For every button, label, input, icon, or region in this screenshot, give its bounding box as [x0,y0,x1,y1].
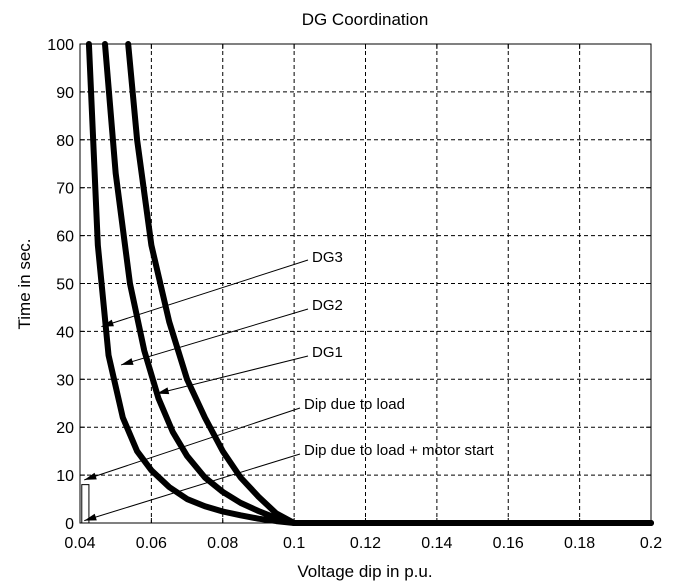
x-tick-label: 0.16 [493,535,524,552]
annotation-arrowhead [121,358,133,365]
y-tick-label: 60 [56,229,74,246]
annotation-label: DG3 [312,249,343,266]
annotation-arrowhead [84,473,96,480]
y-axis-title: Time in sec. [15,238,34,329]
y-tick-label: 100 [47,37,74,54]
annotation-label: Dip due to load [304,396,405,413]
x-tick-label: 0.12 [350,535,381,552]
x-tick-label: 0.04 [64,535,95,552]
annotation-label: Dip due to load + motor start [304,442,495,459]
x-tick-label: 0.2 [640,535,662,552]
y-tick-label: 50 [56,277,74,294]
y-tick-label: 90 [56,85,74,102]
dip-bracket-shape [82,485,89,523]
annotation-arrowhead [84,514,96,521]
annotation-arrow [84,408,300,480]
y-tick-label: 80 [56,133,74,150]
y-tick-label: 30 [56,372,74,389]
annotations: DG3 DG2 DG1 Dip due to load Dip due to load … [84,249,494,521]
y-tick-label: 10 [56,468,74,485]
annotation-arrow [121,309,308,365]
y-tick-label: 70 [56,181,74,198]
annotation-label: DG1 [312,344,343,361]
y-tick-label: 20 [56,420,74,437]
x-tick-label: 0.14 [421,535,452,552]
x-tick-label: 0.18 [564,535,595,552]
x-tick-label: 0.1 [283,535,305,552]
x-tick-label: 0.06 [136,535,167,552]
dip-bracket [82,485,89,523]
y-tick-label: 40 [56,324,74,341]
x-axis-title: Voltage dip in p.u. [297,562,432,581]
annotation-label: DG2 [312,297,343,314]
x-tick-label: 0.08 [207,535,238,552]
y-tick-label: 0 [65,516,74,533]
chart-title: DG Coordination [302,10,429,29]
